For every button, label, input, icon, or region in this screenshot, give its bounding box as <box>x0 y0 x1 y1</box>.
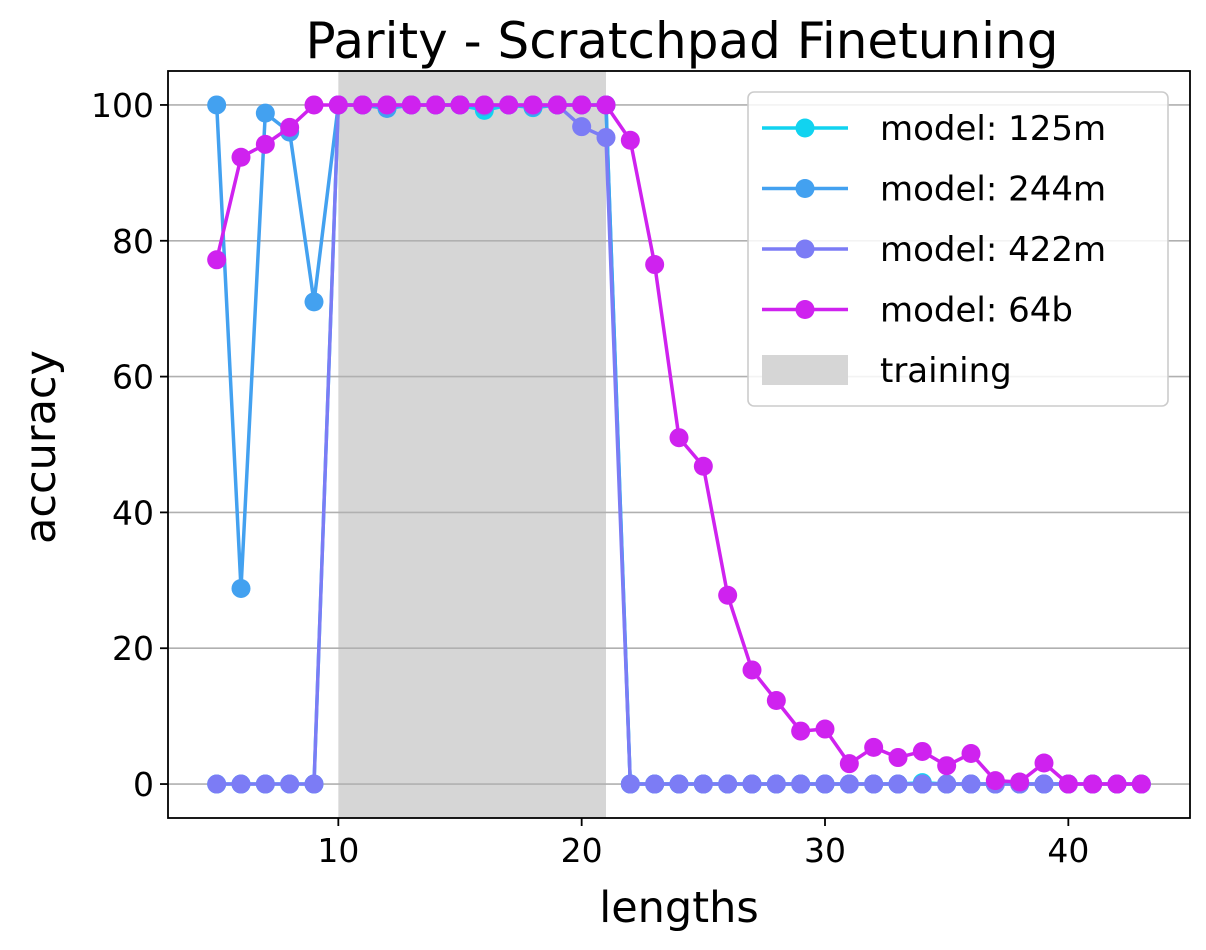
y-tick-label: 40 <box>112 493 154 532</box>
y-tick-label: 80 <box>112 222 154 261</box>
data-point <box>937 756 957 776</box>
data-point <box>328 95 348 115</box>
data-point <box>693 456 713 476</box>
y-tick-label: 60 <box>112 358 154 397</box>
data-point <box>766 774 786 794</box>
data-point <box>353 95 373 115</box>
data-point <box>815 719 835 739</box>
data-point <box>255 774 275 794</box>
data-point <box>207 250 227 270</box>
data-point <box>1034 753 1054 773</box>
legend-label: model: 125m <box>880 109 1106 149</box>
data-point <box>499 95 519 115</box>
data-point <box>766 691 786 711</box>
data-point <box>450 95 470 115</box>
data-point <box>1058 774 1078 794</box>
data-point <box>377 95 397 115</box>
data-point <box>474 95 494 115</box>
data-point <box>888 748 908 768</box>
data-point <box>985 771 1005 791</box>
data-point <box>839 754 859 774</box>
data-point <box>961 774 981 794</box>
legend-label: model: 244m <box>880 170 1106 210</box>
data-point <box>620 130 640 150</box>
legend-label: model: 64b <box>880 291 1073 331</box>
training-region <box>338 71 606 818</box>
data-point <box>207 774 227 794</box>
y-tick-label: 0 <box>133 765 154 804</box>
data-point <box>280 774 300 794</box>
data-point <box>742 660 762 680</box>
data-point <box>645 774 665 794</box>
data-point <box>912 774 932 794</box>
data-point <box>523 95 543 115</box>
data-point <box>401 95 421 115</box>
data-point <box>1010 772 1030 792</box>
data-point <box>888 774 908 794</box>
x-axis-label: lengths <box>599 883 758 933</box>
data-point <box>791 774 811 794</box>
data-point <box>839 774 859 794</box>
x-tick-label: 10 <box>317 831 359 870</box>
data-point <box>815 774 835 794</box>
data-point <box>304 95 324 115</box>
data-point <box>426 95 446 115</box>
data-point <box>255 134 275 154</box>
data-point <box>937 774 957 794</box>
data-point <box>620 774 640 794</box>
data-point <box>961 743 981 763</box>
data-point <box>864 774 884 794</box>
data-point <box>645 255 665 275</box>
y-tick-label: 100 <box>91 86 154 125</box>
data-point <box>304 292 324 312</box>
legend-label: model: 422m <box>880 230 1106 270</box>
legend-marker <box>795 300 815 319</box>
y-axis-label: accuracy <box>16 350 66 544</box>
data-point <box>669 428 689 448</box>
chart-title: Parity - Scratchpad Finetuning <box>305 12 1058 70</box>
legend-marker <box>795 239 815 259</box>
data-point <box>231 147 251 167</box>
data-point <box>231 578 251 598</box>
data-point <box>596 95 616 115</box>
x-tick-label: 30 <box>804 831 846 870</box>
plot-frame <box>167 70 1191 819</box>
data-point <box>255 103 275 123</box>
legend-swatch-training <box>762 355 848 385</box>
legend-label: training <box>880 351 1012 391</box>
data-point <box>1107 774 1127 794</box>
data-point <box>572 117 592 137</box>
data-point <box>669 774 689 794</box>
data-point <box>280 117 300 137</box>
data-point <box>596 128 616 148</box>
legend: model: 125m model: 244m model: 422m model: … <box>747 91 1169 407</box>
legend-marker <box>795 179 815 198</box>
plot-area: 10 20 30 40 0 20 40 60 80 100 <box>91 70 1191 870</box>
data-point <box>718 585 738 605</box>
data-point <box>1131 774 1151 794</box>
data-point <box>547 95 567 115</box>
data-point <box>1083 774 1103 794</box>
data-point <box>207 95 227 115</box>
legend-marker <box>795 118 815 138</box>
x-tick-label: 40 <box>1047 831 1089 870</box>
data-point <box>742 774 762 794</box>
data-point <box>304 774 324 794</box>
data-point <box>231 774 251 794</box>
data-point <box>1034 774 1054 794</box>
data-point <box>718 774 738 794</box>
data-point <box>693 774 713 794</box>
legend-box <box>747 91 1169 407</box>
data-point <box>864 737 884 757</box>
data-point <box>572 95 592 115</box>
x-tick-label: 20 <box>561 831 603 870</box>
y-tick-label: 20 <box>112 629 154 668</box>
data-point <box>912 741 932 761</box>
data-point <box>791 721 811 741</box>
